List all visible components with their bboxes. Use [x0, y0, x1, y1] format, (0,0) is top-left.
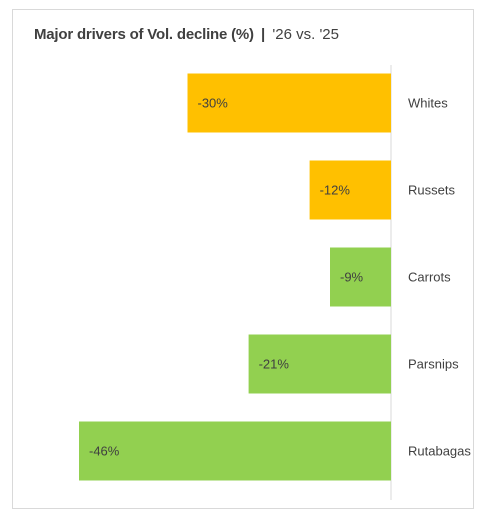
category-label-whites: Whites	[408, 96, 448, 111]
chart-title: Major drivers of Vol. decline (%) | '26 …	[34, 26, 339, 43]
category-label-rutabagas: Rutabagas	[408, 444, 471, 459]
bar-russets	[309, 160, 391, 220]
chart-title-separator: |	[261, 26, 266, 43]
bar-carrots	[330, 247, 391, 307]
data-label-parsnips: -21%	[259, 357, 290, 372]
data-label-whites: -30%	[198, 96, 229, 111]
chart-title-main: Major drivers of Vol. decline (%)	[34, 26, 254, 43]
category-label-russets: Russets	[408, 183, 455, 198]
data-label-carrots: -9%	[340, 270, 364, 285]
bar-rutabagas	[79, 421, 391, 481]
chart-title-sub: '26 vs. '25	[272, 26, 339, 43]
category-label-carrots: Carrots	[408, 270, 451, 285]
bars-group: -30% Whites -12% Russets -9% Carrots -21% Parsn…	[79, 73, 471, 481]
data-label-russets: -12%	[320, 183, 351, 198]
bar-parsnips	[248, 334, 391, 394]
bar-whites	[187, 73, 391, 133]
data-label-rutabagas: -46%	[89, 444, 120, 459]
category-label-parsnips: Parsnips	[408, 357, 459, 372]
